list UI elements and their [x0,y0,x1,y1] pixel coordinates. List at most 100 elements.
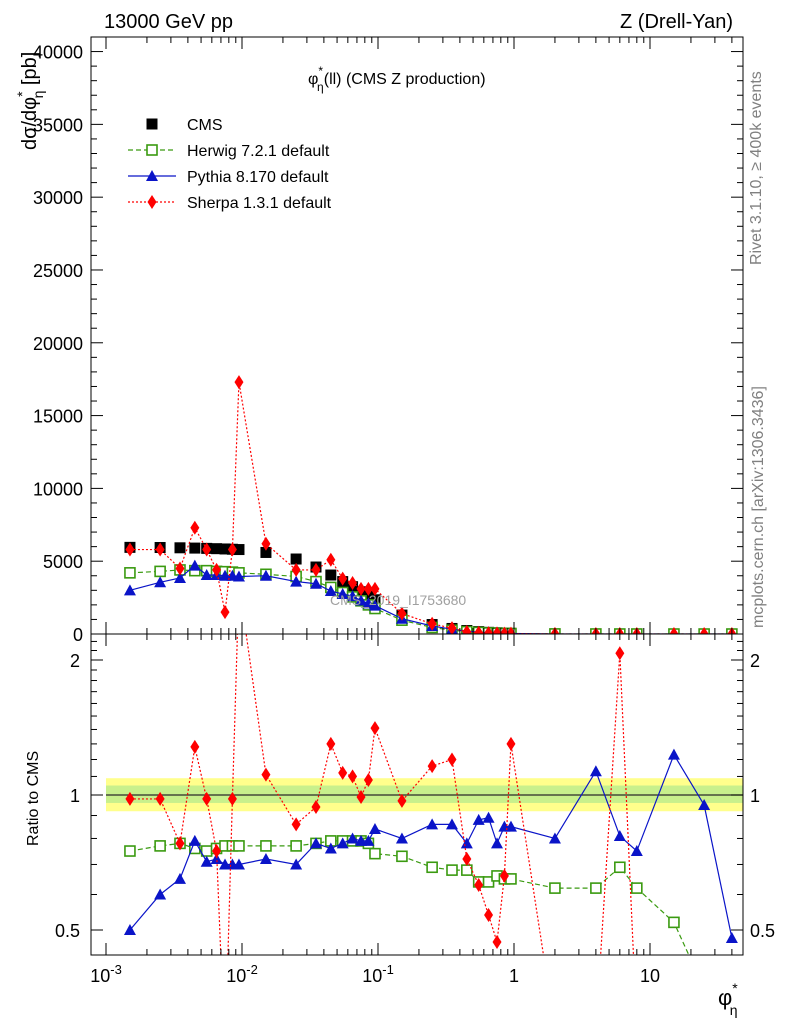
ratio-point [631,882,643,894]
tick-label: 40000 [33,43,83,63]
ratio-point [698,798,711,810]
ratio-point [699,984,709,994]
axes: 10-3 10-2 10-1 1 10 0 5000 10000 15000 20000 25000… [33,37,775,986]
tick-label: 10000 [33,479,83,499]
ratio-point [395,832,408,844]
data-point [190,520,200,535]
ratio-point [259,852,272,864]
ratio-point [548,832,561,844]
data-point [397,606,407,621]
ratio-point [447,752,457,767]
ratio-point [725,931,738,943]
tick-label: 0.5 [750,921,775,941]
legend-marker [146,170,158,181]
legend-label: Pythia 8.170 default [187,169,329,186]
ratio-point [124,845,136,857]
ratio-point [154,888,167,900]
data-point [474,625,484,634]
ratio-point [445,818,458,830]
data-point [220,605,230,620]
data-point [174,542,186,554]
data-point [309,577,322,589]
ratio-point [668,916,680,929]
ratio-point [261,767,271,782]
data-point [189,542,201,554]
data-point [447,621,457,634]
x-tick-label: 10 [640,966,660,986]
ratio-point [630,845,643,857]
ratio-point [260,840,272,852]
data-point [363,581,373,596]
data-point [175,561,185,576]
ratio-point [460,837,473,849]
ratio-point [173,872,186,884]
data-point [154,565,166,578]
ratio-point [590,882,602,894]
ratio-point [155,791,165,806]
data-point [290,575,303,587]
tick-label: 0 [73,625,83,645]
ratio-point [484,908,494,923]
tick-label: 35000 [33,115,83,135]
ratio-point [368,822,381,834]
tick-label: 1 [750,786,760,806]
legend-marker [146,118,158,130]
ratio-point [614,861,626,874]
data-point [200,569,213,581]
data-point [260,546,272,558]
data-point [336,587,349,599]
ratio-point [210,852,223,864]
ratio-point [290,840,302,852]
ratio-point [482,876,495,888]
data-point [123,584,136,596]
ratio-point [336,837,349,849]
ratio-point [461,864,473,876]
tick-label: 30000 [33,188,83,208]
ratio-point [175,836,185,851]
x-tick-label: 10-3 [90,962,122,986]
ratio-point [348,769,358,784]
ratio-point [356,789,366,804]
ratio-point [370,721,380,736]
data-point [188,559,201,571]
ratio-point [549,882,561,894]
ratio-point [426,861,438,874]
data-point [290,553,302,565]
data-point [362,597,375,609]
data-point [462,624,472,634]
cms-band-inner [106,785,743,803]
data-point [338,571,348,586]
data-point [348,576,358,591]
tick-label: 1 [70,786,80,806]
main-series [123,375,738,634]
mcplots-label: mcplots.cern.ch [arXiv:1306.3436] [750,386,767,628]
ratio-point [492,935,502,950]
data-point [211,543,223,555]
ratio-point [667,748,680,760]
ratio-point [369,847,381,860]
ratio-point [346,832,359,844]
ratio-point [291,817,301,832]
ratio-point [397,793,407,808]
ratio-point [506,736,516,751]
tick-label: 25000 [33,261,83,281]
data-point [202,542,212,557]
data-point [234,375,244,390]
data-point [155,542,165,557]
ratio-point [200,855,213,867]
ylabel-main: dσ/dφ*η [pb] [14,52,46,150]
tick-label: 2 [750,651,760,671]
ratio-point [227,791,237,806]
ratio-point [472,813,485,825]
data-point [173,571,186,583]
data-point [427,616,437,631]
ratio-point [188,834,201,846]
data-point [362,590,374,602]
x-tick-label: 10-1 [362,962,394,986]
data-point [370,581,380,596]
data-point [368,599,381,611]
data-point [356,581,366,596]
legend-label: Sherpa 1.3.1 default [187,195,332,212]
ratio-point [125,791,135,806]
tick-label: 20000 [33,334,83,354]
